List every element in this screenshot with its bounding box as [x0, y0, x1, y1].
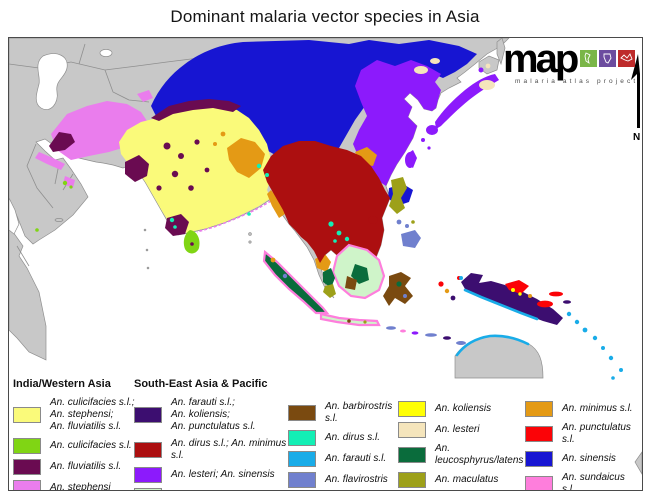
lesser-sunda-islands [386, 326, 466, 345]
australia-farauti-fringe [455, 334, 530, 357]
legend-label: An. balabacensis [171, 490, 247, 491]
sumatra-speck [282, 273, 288, 279]
logo-square-africa-icon [599, 50, 617, 67]
island-sumatra [262, 249, 330, 315]
molucca-islands [438, 276, 461, 301]
north-arrow: N [631, 54, 640, 143]
region-lesteri-sinensis [353, 60, 499, 186]
island-taiwan [407, 150, 417, 168]
java-maculatus-speck [363, 320, 367, 324]
logo-square-asia-icon [618, 50, 636, 67]
island-borneo [331, 243, 386, 300]
map-logo-wordmark: map [503, 37, 579, 81]
island-new-guinea [461, 273, 571, 325]
java-barbirostris-speck [347, 319, 351, 323]
region-stephensi-coast-fringe [196, 200, 272, 233]
inland-waters [9, 49, 113, 235]
region-lesteri [414, 58, 495, 90]
sri-lanka-fluviatilis-speck [190, 242, 194, 246]
north-label: N [633, 132, 640, 143]
logo-square-americas-icon [580, 50, 598, 67]
new-guinea-farauti-fringe [463, 288, 539, 321]
region-dirus-specks [169, 163, 350, 243]
island-sulawesi [383, 272, 413, 306]
sumatra-minimus-speck [270, 257, 276, 263]
page-title: Dominant malaria vector species in Asia [170, 7, 480, 26]
asia-map: N [9, 38, 642, 475]
logo-caption: malaria atlas project [515, 78, 639, 85]
region-culicifacies-specks [35, 180, 73, 232]
island-philippines [389, 177, 421, 248]
region-farauti-chain [459, 276, 623, 380]
malay-peninsula-species [323, 268, 336, 298]
island-sri-lanka [183, 230, 200, 254]
map-frame: N map malaria atlas project India/Wester… [8, 37, 643, 491]
island-java [319, 312, 381, 327]
region-culicifacies-group [119, 106, 271, 234]
map-logo: map malaria atlas project [503, 37, 642, 85]
